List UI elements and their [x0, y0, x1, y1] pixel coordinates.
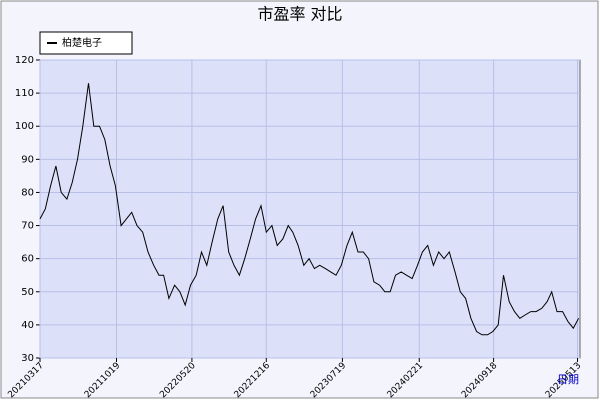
y-tick-label: 100: [15, 121, 34, 132]
y-tick-label: 110: [15, 88, 34, 99]
y-tick-label: 80: [21, 187, 34, 198]
chart-title: 市盈率 对比: [257, 5, 342, 24]
y-tick-label: 40: [21, 320, 34, 331]
y-tick-label: 120: [15, 55, 34, 66]
y-tick-label: 60: [21, 254, 34, 265]
plot-area: [39, 59, 581, 359]
series-line: [39, 83, 580, 336]
legend-label: 柏楚电子: [62, 36, 102, 49]
y-tick-label: 50: [21, 287, 34, 298]
y-tick-label: 90: [21, 154, 34, 165]
legend: 柏楚电子: [39, 31, 133, 55]
y-tick-label: 30: [21, 353, 34, 364]
legend-box: [39, 31, 133, 55]
x-axis-label: 日期: [557, 373, 579, 386]
y-tick-label: 70: [21, 221, 34, 232]
